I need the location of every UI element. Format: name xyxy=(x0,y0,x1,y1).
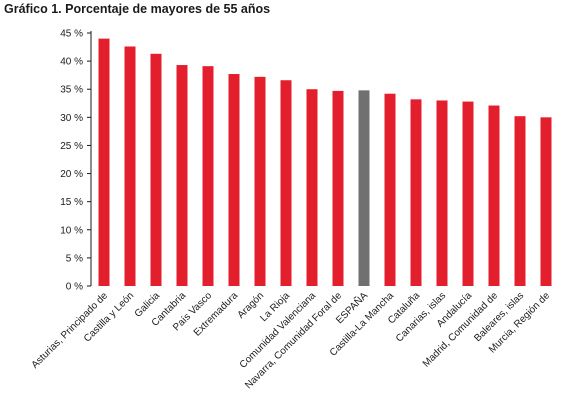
bar-value xyxy=(462,101,474,286)
bar-value xyxy=(384,93,396,286)
bar-value xyxy=(280,80,292,286)
bar-value xyxy=(176,65,188,286)
y-tick-label: 40 % xyxy=(60,57,83,68)
bar-value xyxy=(124,46,136,286)
bars xyxy=(98,38,552,287)
bar-value xyxy=(540,117,552,286)
y-tick-label: 35 % xyxy=(60,85,83,96)
bar-value xyxy=(514,116,526,287)
bar-value xyxy=(488,105,500,286)
y-tick-label: 15 % xyxy=(60,197,83,208)
bar-value xyxy=(306,89,318,286)
bar-value xyxy=(436,100,448,286)
bar-value xyxy=(98,38,110,287)
chart-title: Gráfico 1. Porcentaje de mayores de 55 a… xyxy=(4,2,271,16)
y-axis: 0 % 5 % 10 % 15 % 20 % 25 % 30 % 35 % 40 % 45 % xyxy=(60,29,92,293)
y-tick-label: 5 % xyxy=(66,253,83,264)
y-tick-label: 30 % xyxy=(60,113,83,124)
bar-value xyxy=(410,99,422,286)
bar-value xyxy=(254,76,266,286)
y-tick-label: 45 % xyxy=(60,29,83,40)
y-tick-label: 20 % xyxy=(60,169,83,180)
y-tick-label: 25 % xyxy=(60,141,83,152)
bar-value xyxy=(150,53,162,286)
bar-highlight xyxy=(358,90,370,286)
y-tick-label: 0 % xyxy=(66,282,83,293)
bar-value xyxy=(332,90,344,286)
bar-value xyxy=(202,66,214,286)
bar-value xyxy=(228,74,240,286)
y-tick-label: 10 % xyxy=(60,225,83,236)
